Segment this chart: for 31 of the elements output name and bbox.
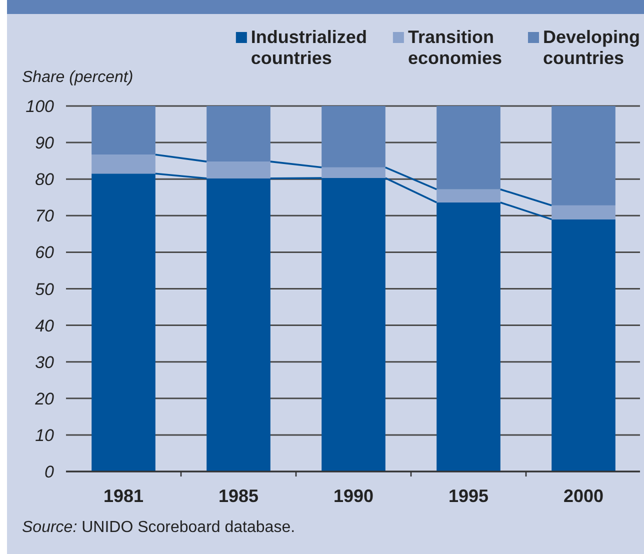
y-tick-label: 100 — [26, 97, 55, 116]
y-tick-label: 40 — [35, 316, 55, 336]
legend-label: Transition economies — [408, 27, 502, 68]
bar — [206, 106, 270, 162]
y-tick-label: 30 — [35, 352, 55, 372]
y-tick-label: 70 — [35, 206, 55, 226]
bar — [552, 205, 616, 220]
bar — [92, 106, 156, 155]
y-tick-label: 0 — [44, 462, 55, 482]
bar — [436, 106, 500, 190]
x-tick-label: 1995 — [448, 486, 489, 506]
y-tick-label: 20 — [34, 389, 55, 408]
legend-label: Industrialized countries — [250, 27, 367, 68]
bar — [322, 167, 386, 178]
y-tick-label: 50 — [35, 280, 55, 299]
x-tick-label: 2000 — [563, 486, 604, 506]
x-tick-label: 1985 — [218, 486, 259, 506]
x-tick-label: 1990 — [333, 486, 374, 506]
bar — [92, 154, 156, 174]
x-tick-label: 1981 — [103, 486, 144, 506]
y-tick-label: 90 — [35, 134, 55, 153]
y-tick-label: 10 — [35, 426, 55, 445]
bar — [206, 162, 270, 178]
source-note: Source: UNIDO Scoreboard database. — [22, 519, 296, 536]
y-axis-title: Share (percent) — [22, 69, 134, 86]
bar — [322, 106, 386, 168]
y-tick-label: 60 — [35, 243, 55, 262]
bar — [552, 106, 616, 206]
y-tick-label: 80 — [35, 170, 55, 190]
legend-label: Developing countries — [542, 27, 640, 68]
bar — [436, 189, 500, 202]
